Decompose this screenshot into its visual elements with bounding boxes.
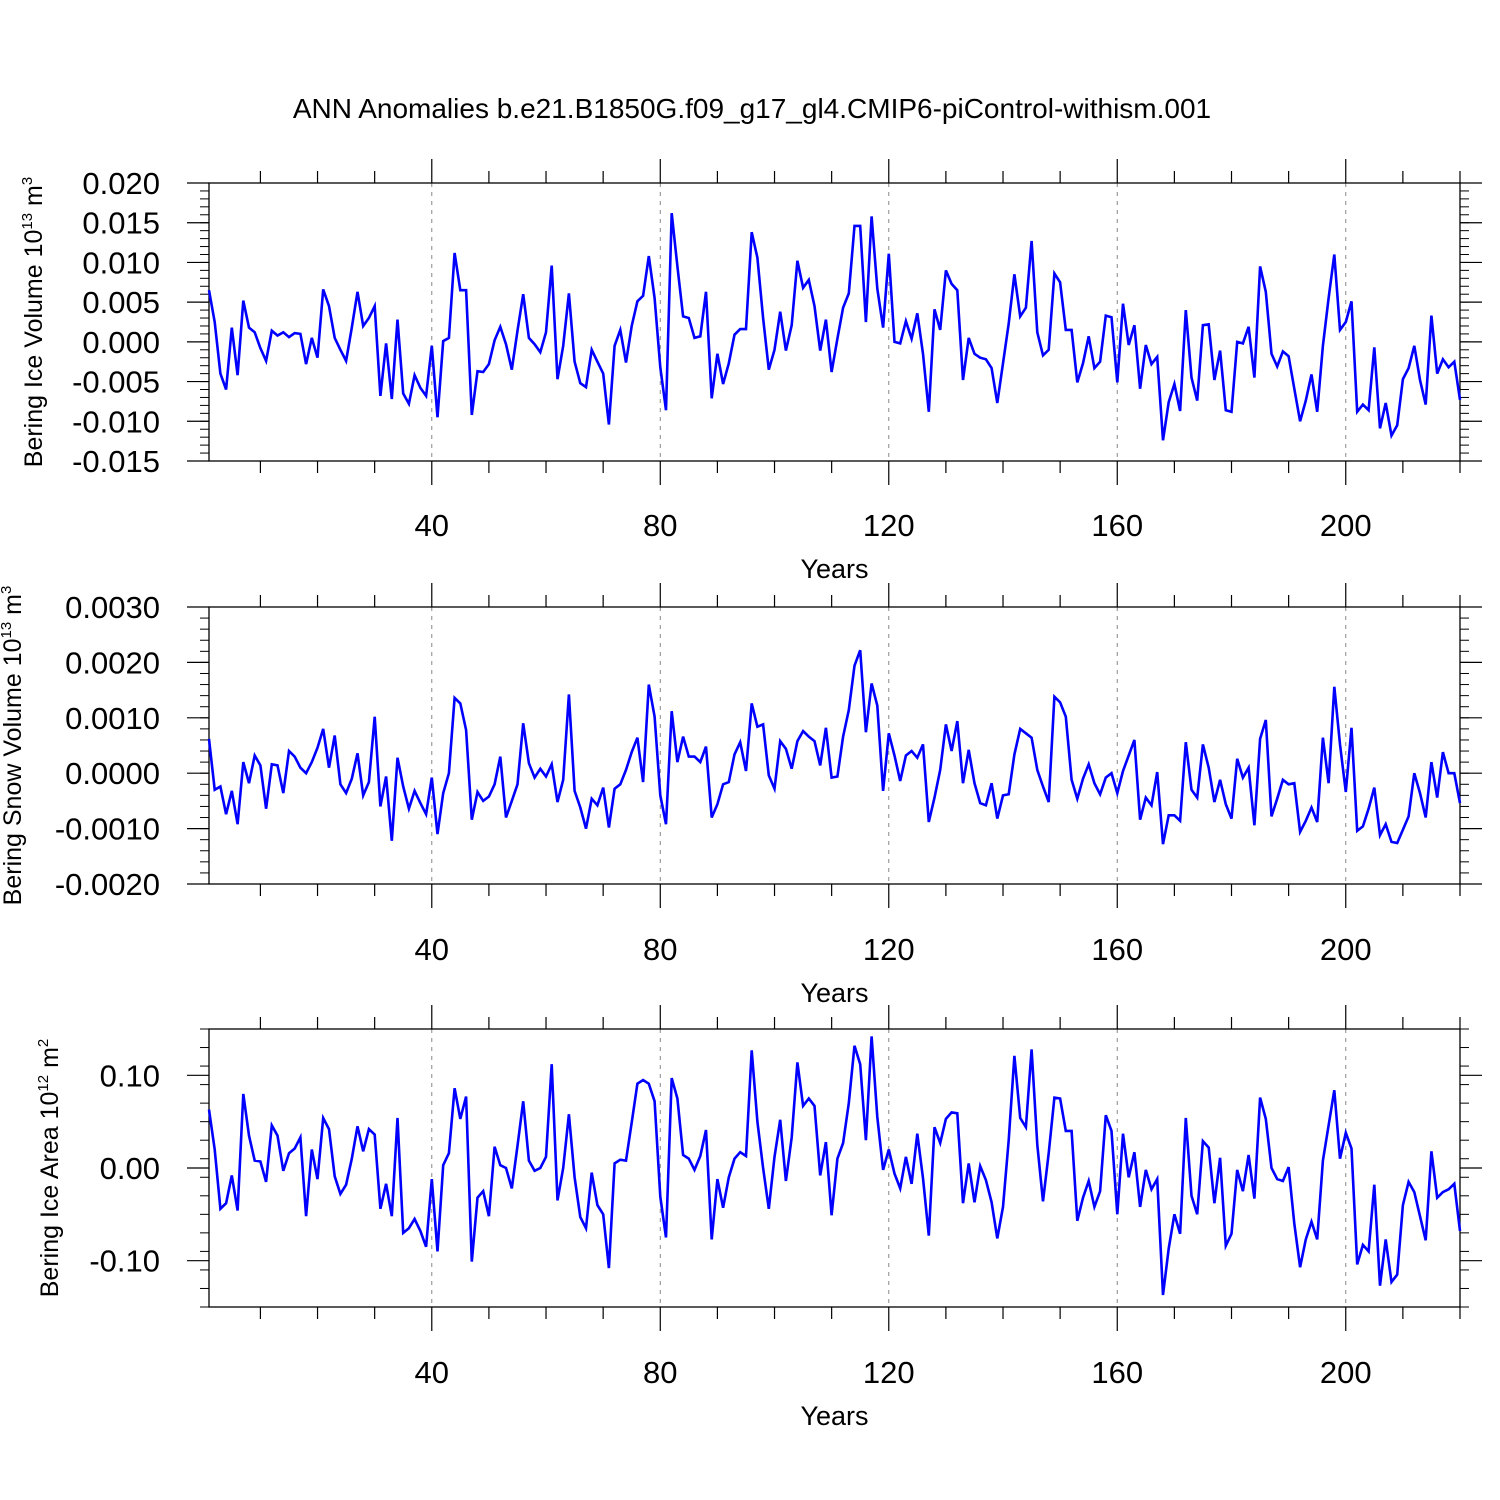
y-tick-label: -0.005 [72,365,160,400]
y-tick-label: 0.0030 [65,590,160,625]
x-tick-label: 40 [415,508,449,543]
y-axis-label: Bering Ice Area 1012 m2 [35,1039,64,1298]
y-tick-label: -0.10 [89,1244,160,1279]
y-tick-label: 0.010 [82,245,160,280]
x-tick-label: 200 [1320,1355,1372,1390]
plot-frame [208,606,1461,885]
x-tick-label: 120 [863,508,915,543]
x-axis-label: Years [800,978,868,1008]
y-tick-label: 0.015 [82,206,160,241]
plot-frame [208,1028,1461,1308]
y-tick-label: -0.0020 [55,867,160,902]
x-axis-label: Years [800,554,868,584]
x-tick-label: 40 [415,1355,449,1390]
y-tick-label: 0.020 [82,166,160,201]
y-tick-label: 0.0000 [65,756,160,791]
y-tick-label: 0.000 [82,325,160,360]
chart-panel-2: -0.0020 -0.0010 0.0000 0.0010 0.0020 0.0030 40… [0,583,1482,1008]
plot-frame [208,182,1461,462]
x-tick-label: 40 [415,932,449,967]
x-tick-label: 120 [863,932,915,967]
y-tick-label: 0.0020 [65,645,160,680]
chart-panel-3: -0.10 0.00 0.10 40 80 120 160 200 Years Bering Ic… [35,1005,1482,1431]
x-tick-label: 120 [863,1355,915,1390]
x-tick-label: 160 [1091,508,1143,543]
chart-panel-1: -0.015 -0.010 -0.005 0.000 0.005 0.010 0.015 0.… [19,159,1482,584]
y-tick-label: -0.015 [72,444,160,479]
x-tick-label: 160 [1091,1355,1143,1390]
x-tick-label: 80 [643,1355,677,1390]
y-tick-label: 0.0010 [65,701,160,736]
series-line [207,1036,1462,1296]
x-tick-label: 80 [643,508,677,543]
y-tick-label: -0.0010 [55,812,160,847]
series-line [207,649,1462,845]
y-tick-label: -0.010 [72,404,160,439]
x-tick-label: 80 [643,932,677,967]
y-tick-label: 0.005 [82,285,160,320]
x-tick-label: 200 [1320,508,1372,543]
x-tick-label: 200 [1320,932,1372,967]
y-tick-label: 0.10 [100,1058,160,1093]
figure-title: ANN Anomalies b.e21.B1850G.f09_g17_gl4.C… [293,93,1211,124]
x-tick-label: 160 [1091,932,1143,967]
y-axis-label: Bering Ice Volume 1013 m3 [19,177,48,467]
y-axis-label: Bering Snow Volume 1013 m3 [0,586,27,906]
x-axis-label: Years [800,1401,868,1431]
y-tick-label: 0.00 [100,1151,160,1186]
series-line [207,213,1462,441]
